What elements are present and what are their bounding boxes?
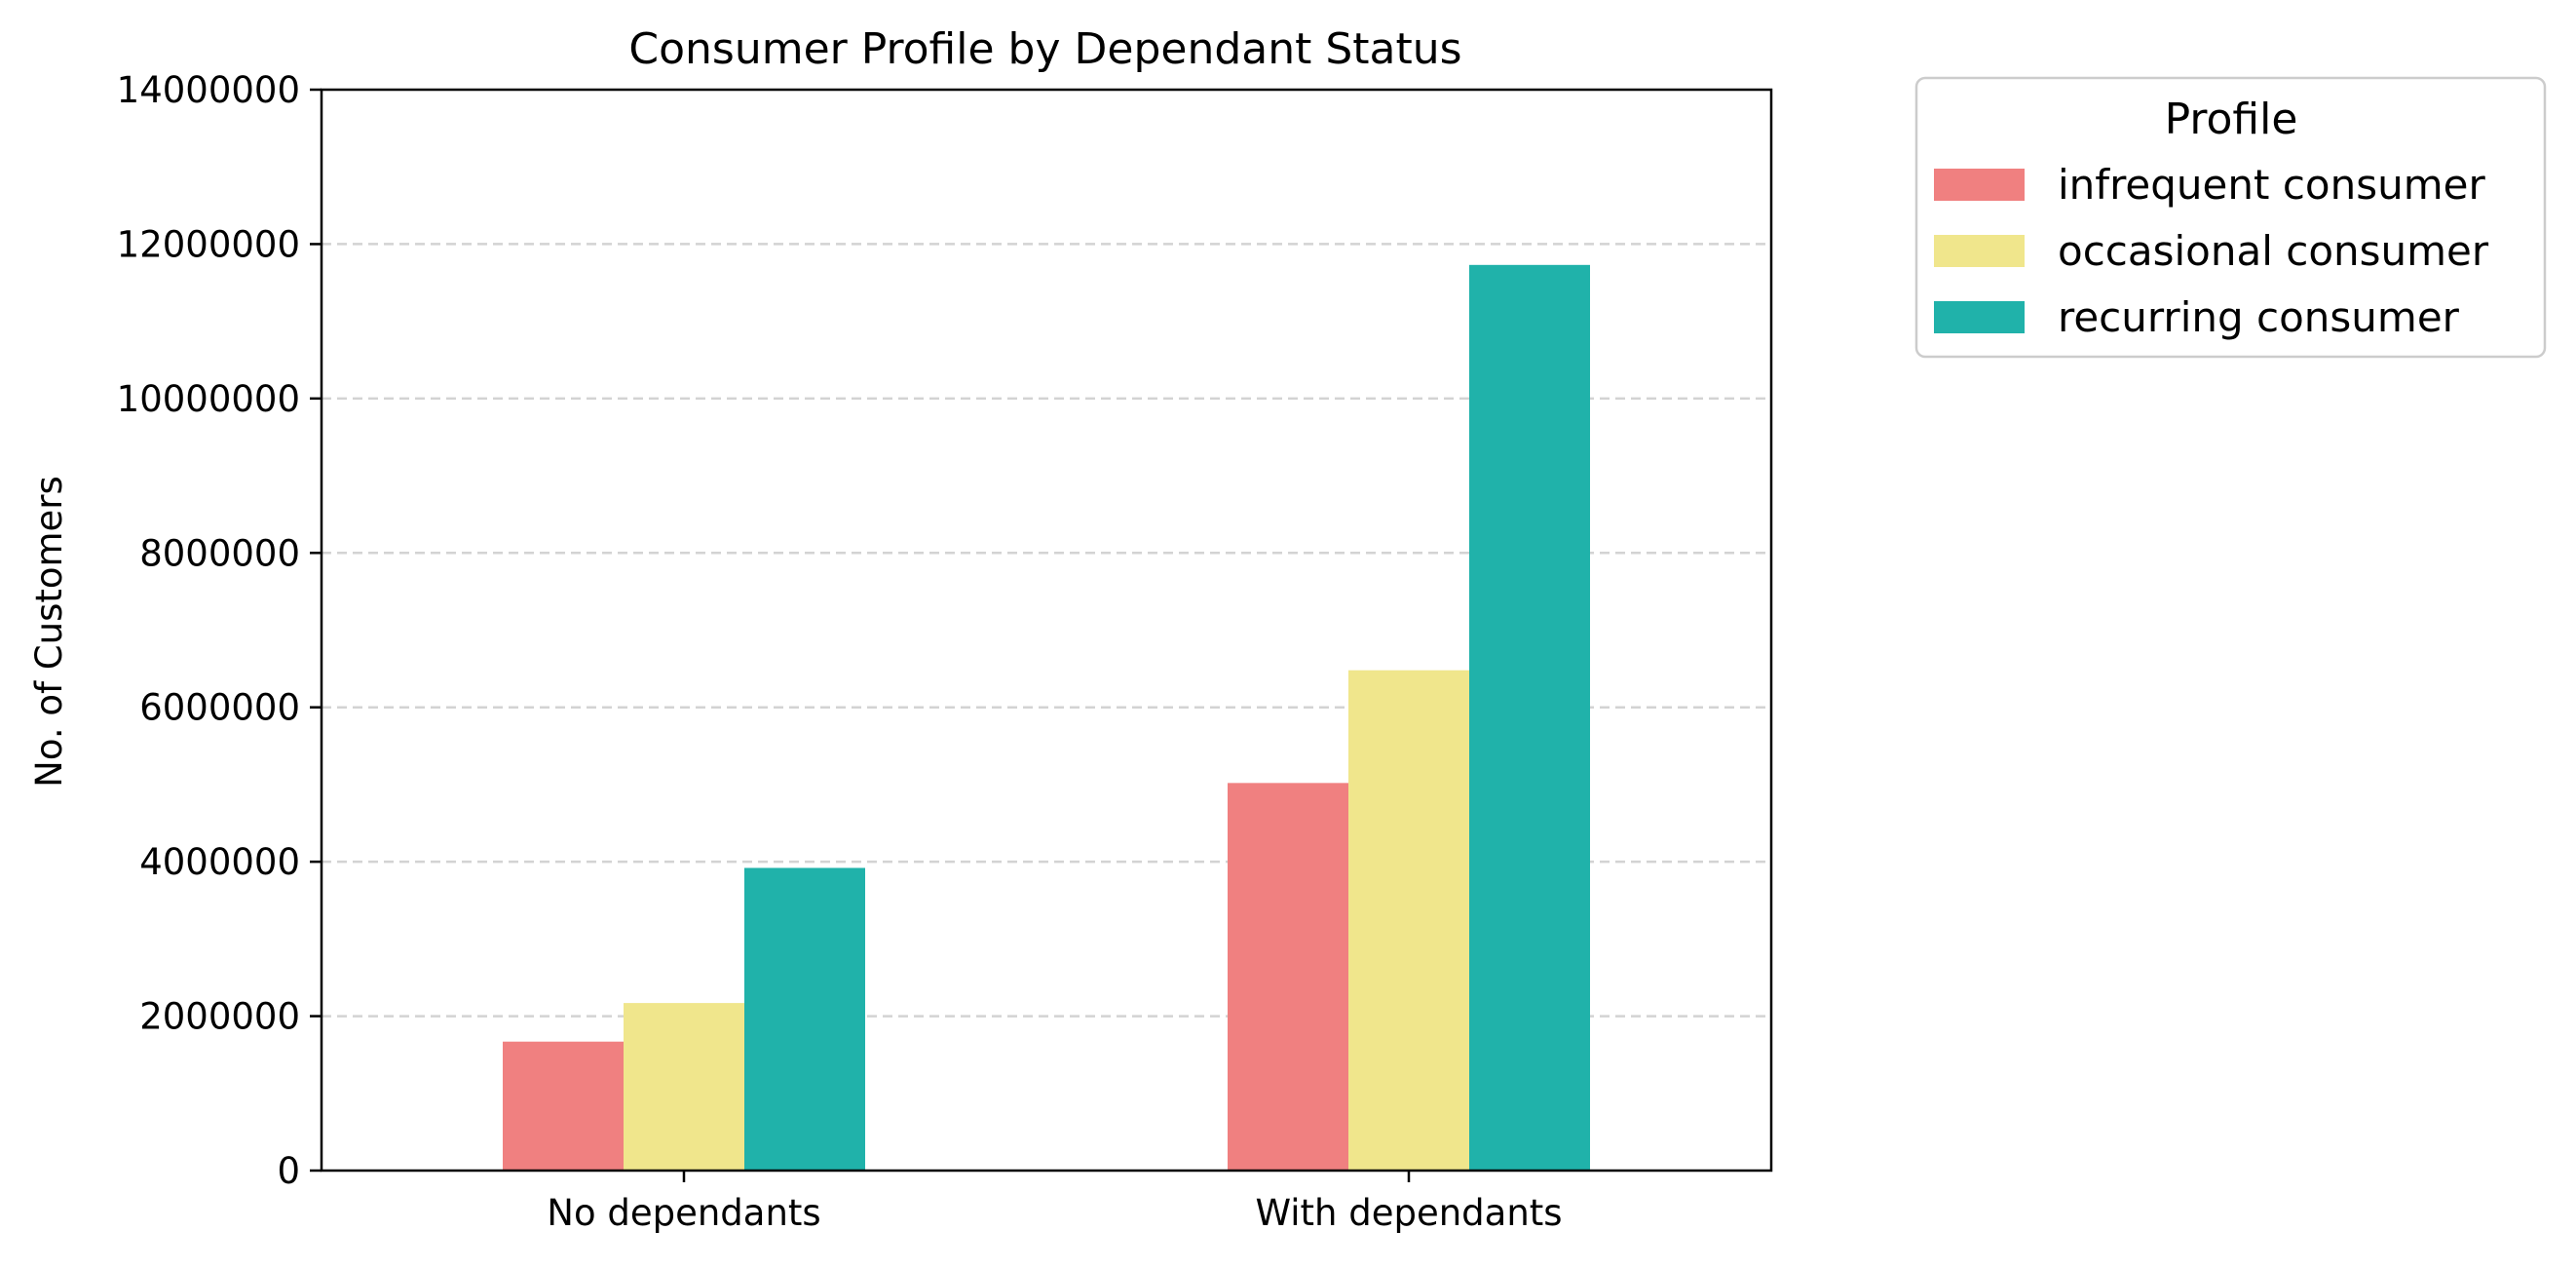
legend-frame [1914,76,2547,359]
legend-label: recurring consumer [2058,293,2460,341]
legend-title: Profile [2165,95,2298,144]
bars [503,264,1590,1172]
y-tick-label: 2000000 [139,996,300,1038]
bar [503,1041,624,1171]
legend-items: infrequent consumer occasional consumer re… [1934,161,2489,341]
y-tick-label: 6000000 [139,687,300,729]
y-tick-label: 0 [277,1150,300,1192]
axes: 0 2000000 4000000 6000000 8000000 10000000 120… [117,69,1773,1234]
legend-swatch [1934,301,2025,333]
bar [1469,264,1590,1172]
legend-swatch [1934,169,2025,201]
bar [744,867,865,1171]
bar [1228,783,1348,1171]
y-tick-label: 10000000 [117,378,300,420]
gridlines [322,243,1771,1018]
x-tick-label: No dependants [547,1192,820,1234]
legend-label: occasional consumer [2058,227,2489,275]
bar [624,1003,744,1171]
x-tick-label: With dependants [1255,1192,1562,1234]
bar [1348,670,1469,1171]
chart-title: Consumer Profile by Dependant Status [628,24,1461,74]
legend: Profile infrequent consumer occasional co… [1914,76,2547,359]
y-tick-label: 14000000 [117,69,300,111]
legend-swatch [1934,235,2025,267]
y-tick-label: 8000000 [139,532,300,574]
plot-frame [320,88,1773,1173]
y-tick-label: 12000000 [117,223,300,265]
legend-label: infrequent consumer [2058,161,2485,209]
y-axis-label: No. of Customers [28,476,70,788]
y-tick-label: 4000000 [139,841,300,883]
